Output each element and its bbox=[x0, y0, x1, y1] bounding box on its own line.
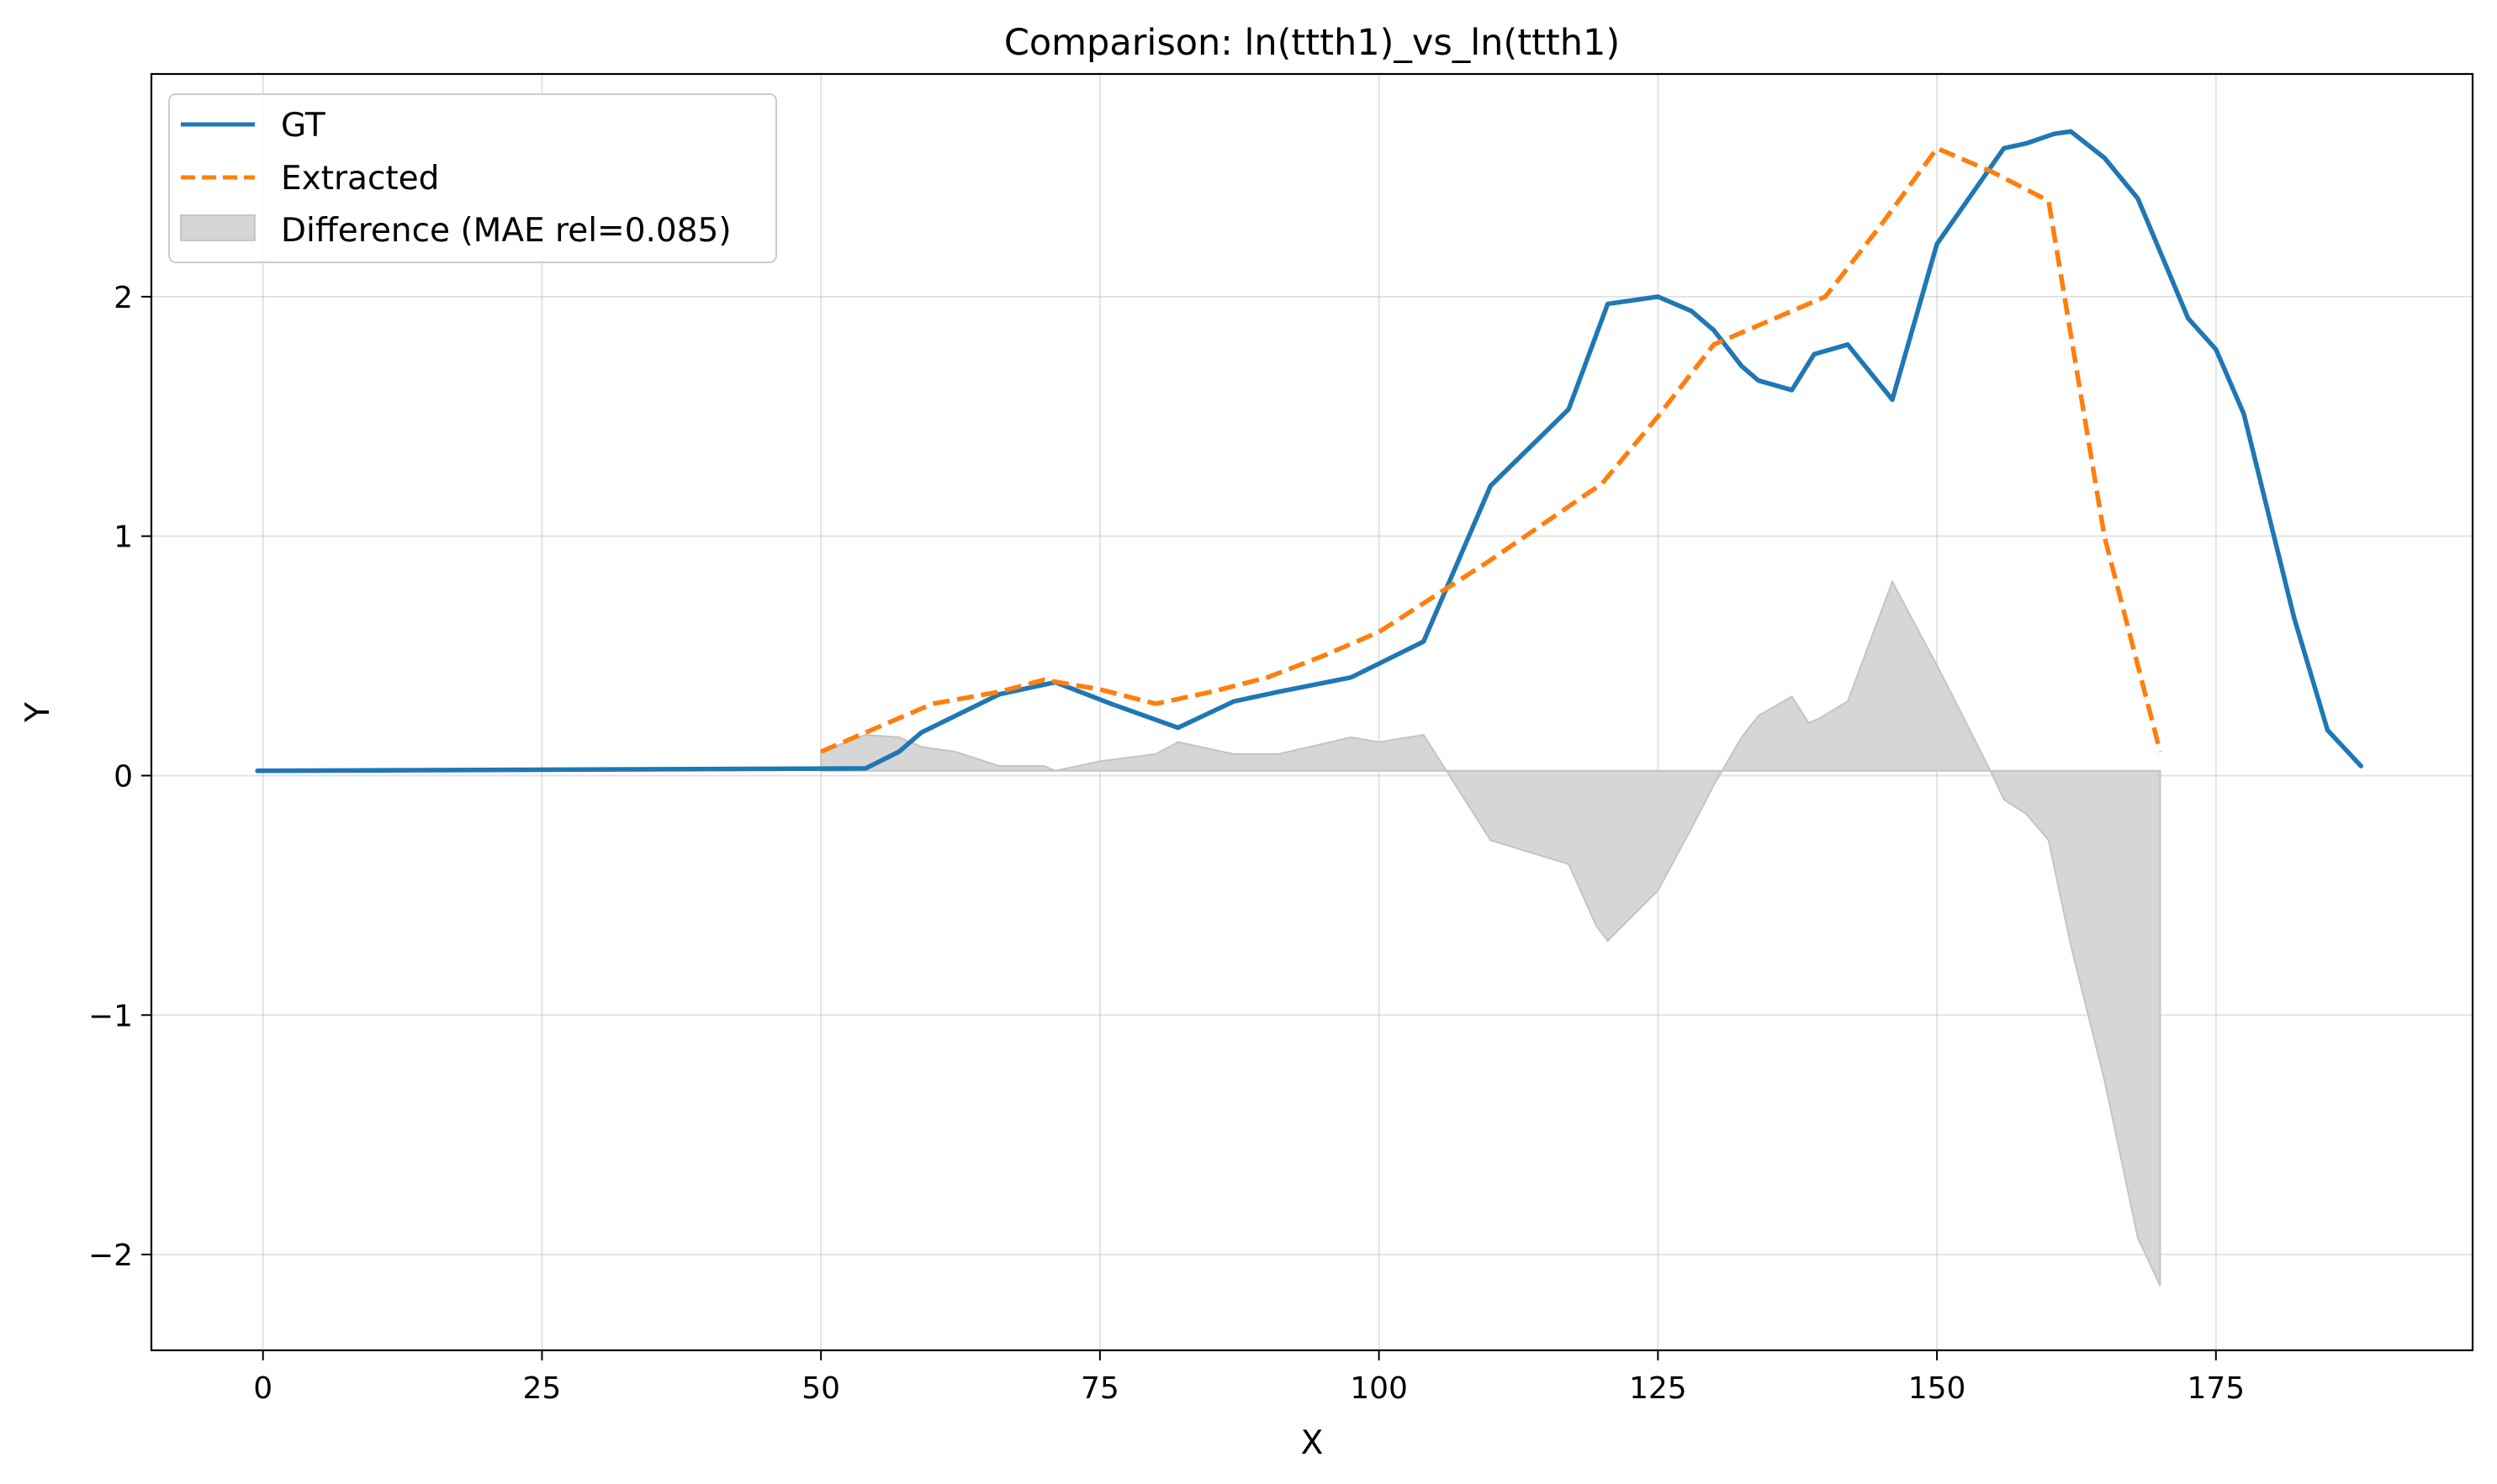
y-axis-title: Y bbox=[19, 702, 57, 723]
axis-ticks: 0 25 50 75 100 125 150 175 −2 −1 0 1 2 bbox=[88, 281, 2245, 1406]
x-tick-label: 150 bbox=[1908, 1371, 1966, 1406]
series-lines bbox=[255, 129, 2364, 774]
legend: GT Extracted Difference (MAE rel=0.085) bbox=[168, 93, 777, 263]
y-tick-label: 2 bbox=[114, 281, 133, 315]
legend-extracted-label: Extracted bbox=[281, 160, 439, 198]
x-tick-label: 25 bbox=[523, 1371, 562, 1406]
legend-difference-swatch bbox=[180, 214, 256, 241]
x-tick-label: 100 bbox=[1350, 1371, 1408, 1406]
y-tick-label: −2 bbox=[88, 1238, 133, 1273]
x-tick-label: 75 bbox=[1081, 1371, 1119, 1406]
chart-title: Comparison: ln(ttth1)_vs_ln(ttth1) bbox=[1004, 22, 1620, 64]
legend-gt-label: GT bbox=[281, 107, 325, 145]
x-tick-label: 125 bbox=[1629, 1371, 1687, 1406]
legend-frame bbox=[168, 93, 777, 263]
x-tick-label: 50 bbox=[801, 1371, 840, 1406]
legend-difference-label: Difference (MAE rel=0.085) bbox=[281, 212, 732, 250]
x-tick-label: 0 bbox=[253, 1371, 272, 1406]
y-tick-label: 0 bbox=[114, 759, 133, 794]
plot-frame bbox=[150, 72, 2474, 1352]
x-axis-title: X bbox=[1301, 1424, 1324, 1462]
difference-fill bbox=[820, 579, 2161, 1286]
difference-area bbox=[820, 579, 2161, 1286]
series-line-gt bbox=[255, 129, 2364, 774]
y-tick-label: −1 bbox=[88, 999, 133, 1033]
x-tick-label: 175 bbox=[2187, 1371, 2245, 1406]
y-tick-label: 1 bbox=[114, 520, 133, 555]
series-line-extracted bbox=[820, 145, 2163, 754]
